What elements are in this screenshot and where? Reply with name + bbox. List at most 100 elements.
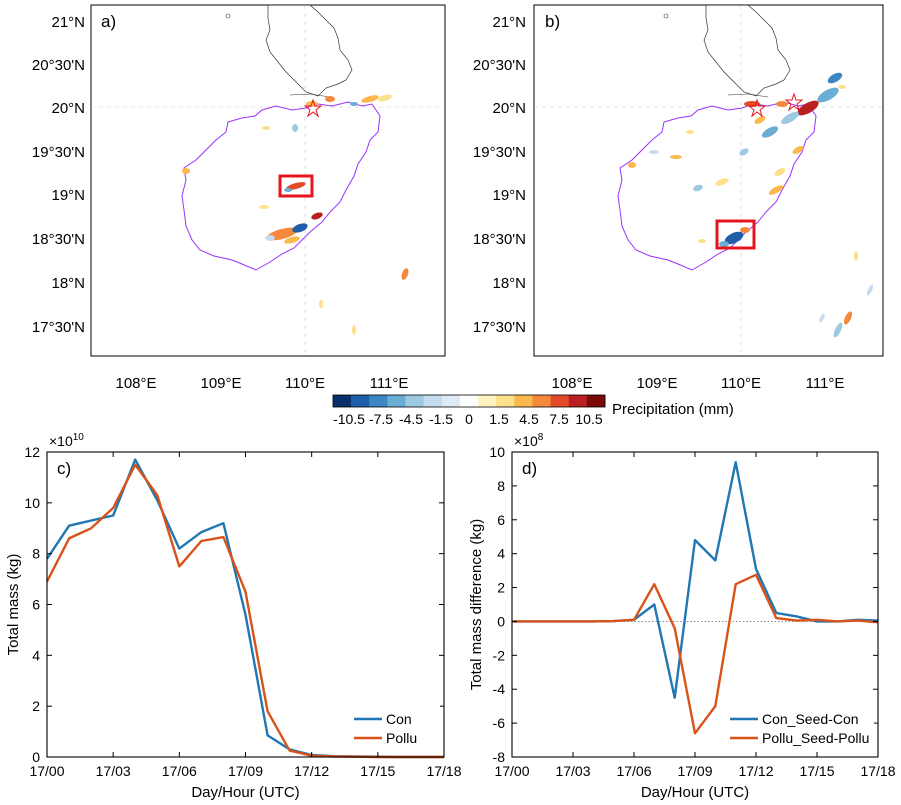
colorbar-label: -7.5 <box>369 411 393 427</box>
chart-c-x-tick-label: 17/12 <box>294 763 329 779</box>
chart-d-y-axis-label: Total mass difference (kg) <box>468 519 485 690</box>
colorbar-label: 0 <box>465 411 473 427</box>
map-a-lon-ticks: 108°E 109°E 110°E 111°E <box>115 375 408 392</box>
chart-d-series-line-1 <box>512 573 879 735</box>
chart-c-y-tick-label: 2 <box>32 698 40 714</box>
map-a-lat-tick: 20°30'N <box>32 57 85 74</box>
chart-d-y-tick-label: 4 <box>497 546 505 562</box>
colorbar-label: -4.5 <box>399 411 423 427</box>
chart-d-x-tick-label: 17/18 <box>860 763 895 779</box>
map-a-islet <box>225 13 231 19</box>
map-b-gridlines <box>534 5 883 356</box>
map-b-star-marker <box>784 92 804 112</box>
map-panel-b: b) 21°N 20°30'N 20°N 19°30'N 19°N 18°30'… <box>473 4 884 392</box>
colorbar-swatch <box>351 395 370 407</box>
colorbar-swatches <box>333 395 606 407</box>
map-b-lon-ticks: 108°E 109°E 110°E 111°E <box>551 375 844 392</box>
map-b-lon-tick: 111°E <box>806 375 845 392</box>
map-a-lat-tick: 21°N <box>51 14 85 31</box>
chart-c-legend-label-0: Con <box>386 711 412 727</box>
chart-d-x-axis-label: Day/Hour (UTC) <box>641 784 749 801</box>
chart-c-y-tick-label: 4 <box>32 647 40 663</box>
map-b-lon-tick: 109°E <box>636 375 677 392</box>
chart-c-exponent-label: ×1010 <box>49 432 84 449</box>
colorbar-swatch <box>478 395 497 407</box>
colorbar-swatch <box>586 395 606 407</box>
map-b-frame <box>533 4 884 357</box>
chart-d-y-tick-label: 6 <box>497 512 505 528</box>
colorbar-swatch <box>568 395 588 407</box>
map-panel-a: a) 21°N 20°30'N 20°N 19°30'N 19°N 18°30'… <box>32 4 446 392</box>
colorbar-label: -10.5 <box>333 411 365 427</box>
chart-c-x-axis-label: Day/Hour (UTC) <box>191 784 299 801</box>
map-a-lat-ticks: 21°N 20°30'N 20°N 19°30'N 19°N 18°30'N 1… <box>32 14 85 336</box>
chart-c-y-tick-label: 12 <box>24 444 40 460</box>
colorbar-swatch <box>333 395 352 407</box>
colorbar: -10.5 -7.5 -4.5 -1.5 0 1.5 4.5 7.5 10.5 … <box>332 394 734 427</box>
chart-d-x-tick-label: 17/03 <box>555 763 590 779</box>
map-b-islet <box>663 13 669 19</box>
chart-d-legend-label-1: Pollu_Seed-Pollu <box>762 730 869 746</box>
chart-d-x-tick-label: 17/15 <box>799 763 834 779</box>
colorbar-swatch <box>423 395 443 407</box>
map-b-mainland-coast <box>703 5 791 97</box>
chart-d-y-tick-label: 10 <box>489 444 505 460</box>
line-chart-d: 17/00 17/03 17/06 17/09 17/12 17/15 17/18 -8 -6 -… <box>468 432 896 801</box>
chart-c-y-tick-label: 10 <box>24 495 40 511</box>
colorbar-swatch <box>369 395 388 407</box>
colorbar-labels: -10.5 -7.5 -4.5 -1.5 0 1.5 4.5 7.5 10.5 <box>333 411 603 427</box>
map-b-lat-tick: 21°N <box>492 14 526 31</box>
chart-d-legend-box <box>724 705 874 751</box>
chart-d-legend: Con_Seed-Con Pollu_Seed-Pollu <box>724 705 874 751</box>
colorbar-title: Precipitation (mm) <box>612 401 734 418</box>
chart-c-legend-box <box>348 705 440 751</box>
map-a-lon-tick: 111°E <box>370 375 409 392</box>
chart-d-y-tick-label: 8 <box>497 478 505 494</box>
colorbar-label: 7.5 <box>549 411 569 427</box>
colorbar-label: -1.5 <box>429 411 453 427</box>
map-b-lat-ticks: 21°N 20°30'N 20°N 19°30'N 19°N 18°30'N 1… <box>473 14 526 336</box>
chart-d-y-tick-label: -2 <box>493 647 506 663</box>
map-a-lat-tick: 20°N <box>51 100 85 117</box>
map-b-lon-tick: 110°E <box>721 375 761 392</box>
colorbar-swatch <box>441 395 461 407</box>
chart-c-x-tick-label: 17/03 <box>96 763 131 779</box>
map-a-lat-tick: 18°30'N <box>32 231 85 248</box>
map-b-lon-tick: 108°E <box>551 375 592 392</box>
colorbar-label: 4.5 <box>519 411 539 427</box>
map-a-frame <box>90 4 446 357</box>
chart-d-x-tick-label: 17/06 <box>616 763 651 779</box>
chart-d-x-tick-label: 17/00 <box>494 763 529 779</box>
colorbar-label: 10.5 <box>575 411 602 427</box>
map-b-lat-tick: 18°30'N <box>473 231 526 248</box>
chart-c-x-tick-label: 17/06 <box>162 763 197 779</box>
chart-d-exponent-label: ×108 <box>514 432 544 449</box>
colorbar-swatch <box>405 395 424 407</box>
colorbar-swatch <box>532 395 551 407</box>
map-b-lat-tick: 20°N <box>492 100 526 117</box>
map-a-gridlines <box>91 5 445 356</box>
colorbar-swatch <box>550 395 570 407</box>
chart-c-x-tick-label: 17/18 <box>426 763 461 779</box>
colorbar-label: 1.5 <box>489 411 509 427</box>
map-a-lat-tick: 18°N <box>51 275 85 292</box>
chart-d-legend-label-0: Con_Seed-Con <box>762 711 859 727</box>
chart-d-x-tick-label: 17/12 <box>738 763 773 779</box>
colorbar-swatch <box>496 395 515 407</box>
chart-c-legend: Con Pollu <box>348 705 440 751</box>
chart-c-y-tick-label: 6 <box>32 597 40 613</box>
chart-d-panel-label: d) <box>522 459 537 478</box>
chart-c-x-tick-label: 17/09 <box>228 763 263 779</box>
map-b-lat-tick: 17°30'N <box>473 319 526 336</box>
chart-c-x-tick-label: 17/00 <box>29 763 64 779</box>
chart-c-legend-label-1: Pollu <box>386 730 417 746</box>
chart-d-y-tick-label: 2 <box>497 580 505 596</box>
chart-c-y-axis-label: Total mass (kg) <box>5 554 22 656</box>
map-b-lat-tick: 20°30'N <box>473 57 526 74</box>
map-a-lat-tick: 19°30'N <box>32 144 85 161</box>
map-a-lon-tick: 108°E <box>115 375 156 392</box>
colorbar-swatch <box>387 395 406 407</box>
map-a-lon-tick: 109°E <box>200 375 241 392</box>
map-b-star-marker <box>747 98 767 118</box>
chart-c-y-tick-label: 0 <box>32 749 40 765</box>
